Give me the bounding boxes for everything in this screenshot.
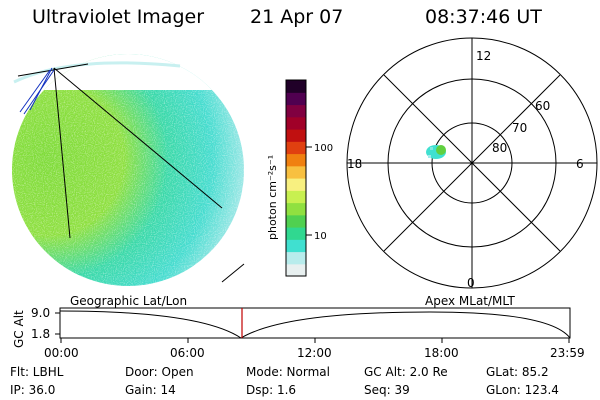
y-tick-label: 9.0	[31, 306, 51, 320]
colorbar-band	[286, 263, 306, 277]
colorbar-tick-label: 100	[314, 143, 333, 154]
x-tick-label: 12:00	[297, 346, 332, 360]
colorbar-band	[286, 153, 306, 167]
gain-info: Gain: 14	[125, 383, 176, 397]
door-info: Door: Open	[125, 365, 194, 379]
filter-info: Flt: LBHL	[10, 365, 64, 379]
colorbar-band	[286, 190, 306, 204]
x-tick-label: 18:00	[424, 346, 459, 360]
view-direction-marker	[19, 67, 55, 115]
glon-info: GLon: 123.4	[486, 383, 559, 397]
apex-title: Apex MLat/MLT	[425, 294, 515, 308]
dsp-info: Dsp: 1.6	[246, 383, 297, 397]
colorbar	[286, 80, 306, 277]
meridian-line	[53, 67, 71, 239]
mlt-label-6: 6	[576, 157, 584, 171]
lat-label-60: 60	[535, 99, 550, 113]
instrument-title: Ultraviolet Imager	[32, 6, 205, 28]
polar-diagonal	[383, 74, 561, 252]
x-tick-label: 06:00	[170, 346, 205, 360]
lat-label-80: 80	[492, 141, 507, 155]
colorbar-band	[286, 141, 306, 155]
x-tick-label: 00:00	[44, 346, 79, 360]
y-tick-label: 1.8	[31, 327, 51, 341]
altitude-curve	[59, 310, 571, 339]
colorbar-unit-label: photon cm⁻²s⁻¹	[266, 155, 279, 240]
mlt-label-18: 18	[347, 157, 362, 171]
timeline-axis-label: GC Alt	[12, 310, 26, 348]
horizon-line	[17, 63, 89, 77]
polar-plot	[346, 37, 598, 289]
time-label: 08:37:46 UT	[425, 6, 542, 28]
geo-grid-overlay	[17, 63, 245, 283]
gc-alt-info: GC Alt: 2.0 Re	[364, 365, 448, 379]
colorbar-band	[286, 104, 306, 118]
seq-info: Seq: 39	[364, 383, 410, 397]
colorbar-band	[286, 165, 306, 179]
mode-info: Mode: Normal	[246, 365, 330, 379]
ip-info: IP: 36.0	[10, 383, 56, 397]
image-noise	[12, 54, 244, 286]
colorbar-band	[286, 92, 306, 106]
x-tick-label: 23:59	[550, 346, 585, 360]
colorbar-band	[286, 251, 306, 265]
meridian-line	[53, 67, 223, 209]
colorbar-band	[286, 214, 306, 228]
mlt-label-12: 12	[476, 49, 491, 63]
geographic-title: Geographic Lat/Lon	[70, 294, 188, 308]
colorbar-band	[286, 227, 306, 240]
mlt-label-0: 0	[467, 276, 475, 290]
colorbar-band	[286, 239, 306, 253]
colorbar-band	[286, 202, 306, 216]
date-label: 21 Apr 07	[250, 6, 344, 28]
colorbar-band	[286, 178, 306, 191]
limb-tick	[221, 263, 245, 283]
earth-image	[12, 54, 244, 286]
colorbar-band	[286, 116, 306, 130]
colorbar-frame	[285, 79, 307, 277]
glat-info: GLat: 85.2	[486, 365, 549, 379]
colorbar-band	[286, 129, 306, 142]
colorbar-tick-label: 10	[314, 231, 327, 242]
polar-aurora-blob	[426, 145, 446, 159]
timeline-frame	[59, 307, 571, 339]
lat-label-70: 70	[512, 121, 527, 135]
colorbar-band	[286, 80, 306, 93]
